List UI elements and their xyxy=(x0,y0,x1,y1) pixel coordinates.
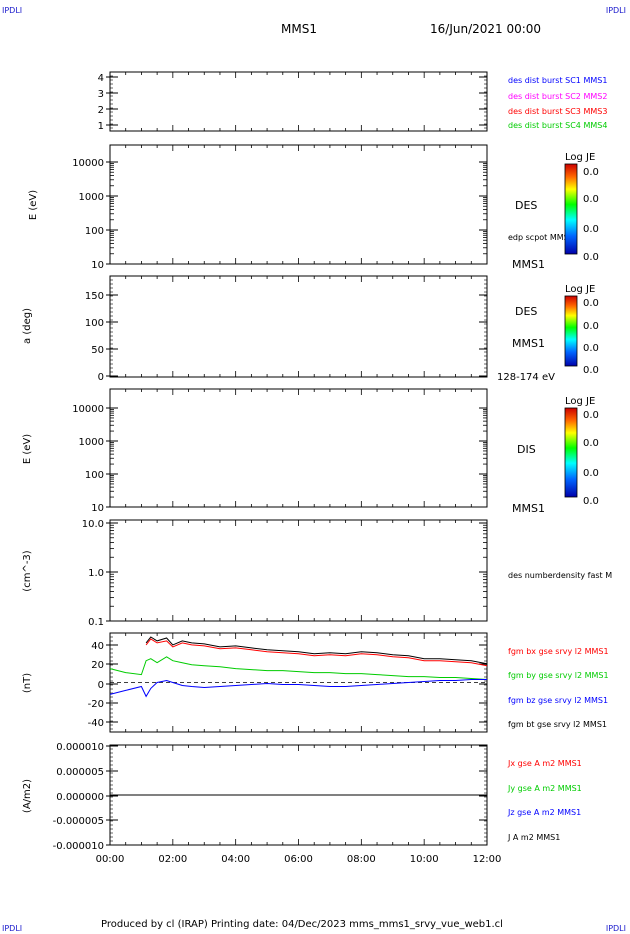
ylabel-magnetic-field: (nT) xyxy=(22,673,33,693)
colorbar-tick-des-energy: 0.0 xyxy=(583,194,599,205)
legend-entry-magnetic-field: fgm by gse srvy l2 MMS1 xyxy=(508,671,609,680)
colorbar-des-pitch xyxy=(564,295,578,367)
side-label-des-pitch: MMS1 xyxy=(512,337,545,350)
ytick-label-density: 0.1 xyxy=(88,617,104,628)
legend-entry-current-density: Jy gse A m2 MMS1 xyxy=(507,784,582,793)
side-label-des-energy: edp scpot MMS1 xyxy=(508,233,574,242)
ytick-label-dis-energy: 1000 xyxy=(79,437,104,448)
side-label-des-energy: MMS1 xyxy=(512,258,545,271)
ytick-label-sc-number: 4 xyxy=(98,73,104,84)
ytick-label-des-pitch: 150 xyxy=(85,291,104,302)
colorbar-tick-des-pitch: 0.0 xyxy=(583,343,599,354)
ytick-label-density: 1.0 xyxy=(88,568,104,579)
ytick-label-current-density: -0.000010 xyxy=(53,841,104,852)
ytick-label-magnetic-field: 0 xyxy=(98,680,104,691)
side-label-des-pitch: 128-174 eV xyxy=(497,372,555,383)
ytick-label-des-energy: 10000 xyxy=(72,158,104,169)
side-label-dis-energy: DIS xyxy=(517,443,536,456)
ytick-label-current-density: 0.000000 xyxy=(56,792,104,803)
xtick-label: 06:00 xyxy=(284,854,313,865)
legend-entry-current-density: J A m2 MMS1 xyxy=(507,833,560,842)
side-label-des-energy: DES xyxy=(515,199,537,212)
colorbar-tick-dis-energy: 0.0 xyxy=(583,468,599,479)
legend-entry-density: des numberdensity fast M xyxy=(508,571,612,580)
legend-entry-magnetic-field: fgm bt gse srvy l2 MMS1 xyxy=(508,720,607,729)
ytick-label-density: 10.0 xyxy=(82,519,104,530)
corner-label-top-left: IPDLI xyxy=(2,6,23,15)
ytick-label-des-energy: 100 xyxy=(85,226,104,237)
ytick-label-dis-energy: 100 xyxy=(85,470,104,481)
legend-entry-sc-number: des dist burst SC4 MMS4 xyxy=(508,121,607,130)
colorbar-tick-des-energy: 0.0 xyxy=(583,167,599,178)
colorbar-tick-dis-energy: 0.0 xyxy=(583,438,599,449)
ylabel-current-density: (A/m2) xyxy=(22,779,33,813)
corner-label-top-right: IPDLI xyxy=(605,6,626,15)
colorbar-tick-des-pitch: 0.0 xyxy=(583,298,599,309)
colorbar-title-dis-energy: Log JE xyxy=(565,396,595,407)
legend-entry-current-density: Jz gse A m2 MMS1 xyxy=(507,808,581,817)
colorbar-tick-des-pitch: 0.0 xyxy=(583,321,599,332)
colorbar-tick-des-energy: 0.0 xyxy=(583,252,599,263)
xtick-label: 12:00 xyxy=(473,854,502,865)
xtick-label: 00:00 xyxy=(96,854,125,865)
series-line-fgm-by-gse-srvy-l2-MMS1 xyxy=(109,656,488,680)
ylabel-density: (cm^-3) xyxy=(22,550,33,591)
ytick-label-current-density: -0.000005 xyxy=(53,816,104,827)
panel-frame-des-pitch xyxy=(109,275,488,378)
colorbar-tick-dis-energy: 0.0 xyxy=(583,496,599,507)
ytick-label-sc-number: 1 xyxy=(98,121,104,132)
colorbar-tick-des-pitch: 0.0 xyxy=(583,365,599,376)
ylabel-des-pitch: a (deg) xyxy=(22,308,33,344)
xtick-label: 04:00 xyxy=(221,854,250,865)
colorbar-des-energy xyxy=(564,163,578,255)
legend-entry-sc-number: des dist burst SC3 MMS3 xyxy=(508,107,607,116)
date-title: 16/Jun/2021 00:00 xyxy=(430,22,542,36)
ytick-label-current-density: 0.000010 xyxy=(56,742,104,753)
footer-text: Produced by cl (IRAP) Printing date: 04/… xyxy=(101,919,503,930)
legend-entry-sc-number: des dist burst SC1 MMS1 xyxy=(508,76,607,85)
ytick-label-des-pitch: 50 xyxy=(91,345,104,356)
xtick-label: 02:00 xyxy=(158,854,187,865)
panel-frame-sc-number xyxy=(109,71,488,132)
side-label-des-pitch: DES xyxy=(515,305,537,318)
panel-frame-des-energy xyxy=(109,144,488,265)
colorbar-tick-dis-energy: 0.0 xyxy=(583,410,599,421)
series-line-fgm-bz-gse-srvy-l2-MMS1 xyxy=(109,679,487,698)
ytick-label-magnetic-field: -40 xyxy=(88,718,104,729)
colorbar-title-des-pitch: Log JE xyxy=(565,284,595,295)
panel-frame-dis-energy xyxy=(109,388,488,508)
legend-entry-magnetic-field: fgm bx gse srvy l2 MMS1 xyxy=(508,647,609,656)
ytick-label-dis-energy: 10 xyxy=(91,503,104,514)
ytick-label-magnetic-field: 40 xyxy=(91,641,104,652)
colorbar-tick-des-energy: 0.0 xyxy=(583,224,599,235)
colorbar-dis-energy xyxy=(564,407,578,498)
xtick-label: 08:00 xyxy=(347,854,376,865)
ylabel-des-energy: E (eV) xyxy=(28,190,39,220)
side-label-dis-energy: MMS1 xyxy=(512,502,545,515)
ylabel-dis-energy: E (eV) xyxy=(22,434,33,464)
ytick-label-des-pitch: 100 xyxy=(85,318,104,329)
series-line-fgm-bt-gse-srvy-l2-MMS1 xyxy=(145,636,488,665)
panel-frame-density xyxy=(109,519,488,622)
ytick-label-sc-number: 2 xyxy=(98,105,104,116)
series-line-fgm-bx-gse-srvy-l2-MMS1 xyxy=(145,638,488,667)
ytick-label-sc-number: 3 xyxy=(98,89,104,100)
ytick-label-des-energy: 10 xyxy=(91,260,104,271)
colorbar-title-des-energy: Log JE xyxy=(565,152,595,163)
corner-label-bottom-right: IPDLI xyxy=(605,924,626,933)
spacecraft-title: MMS1 xyxy=(281,22,317,36)
xtick-label: 10:00 xyxy=(410,854,439,865)
legend-entry-current-density: Jx gse A m2 MMS1 xyxy=(507,759,582,768)
legend-entry-magnetic-field: fgm bz gse srvy l2 MMS1 xyxy=(508,696,608,705)
ytick-label-current-density: 0.000005 xyxy=(56,767,104,778)
ytick-label-magnetic-field: -20 xyxy=(88,699,104,710)
ytick-label-des-energy: 1000 xyxy=(79,192,104,203)
legend-entry-sc-number: des dist burst SC2 MMS2 xyxy=(508,92,607,101)
ytick-label-des-pitch: 0 xyxy=(98,372,104,383)
ytick-label-magnetic-field: 20 xyxy=(91,660,104,671)
ytick-label-dis-energy: 10000 xyxy=(72,404,104,415)
corner-label-bottom-left: IPDLI xyxy=(2,924,23,933)
